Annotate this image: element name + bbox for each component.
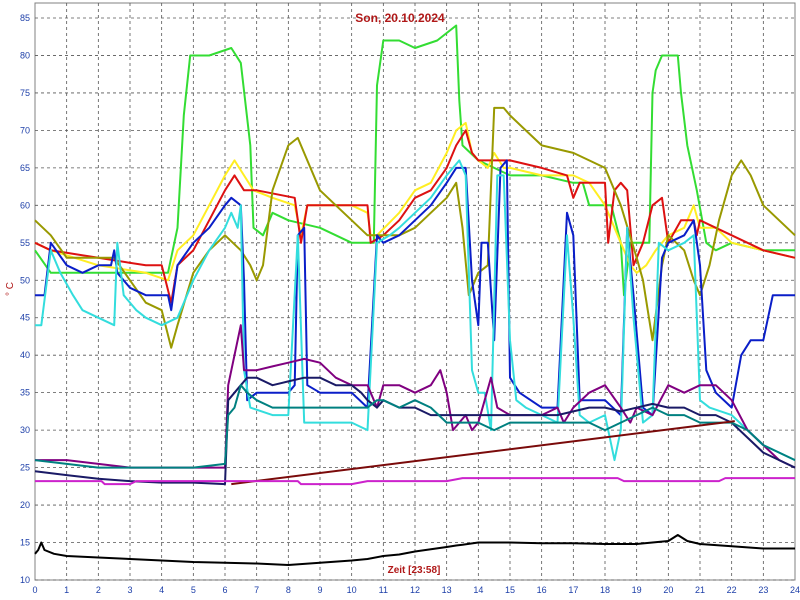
x-tick-label: 10 xyxy=(347,585,357,595)
x-tick-label: 4 xyxy=(159,585,164,595)
x-tick-labels: 0 1 2 3 4 5 6 7 8 9 10 11 12 13 14 15 16 17 18 19 20 21 22 23 24 xyxy=(32,585,800,595)
series-line-7 xyxy=(35,324,796,469)
x-tick-label: 2 xyxy=(96,585,101,595)
x-tick-label: 1 xyxy=(64,585,69,595)
series-line-3 xyxy=(34,129,796,304)
y-tick-label: 55 xyxy=(20,238,30,248)
x-tick-label: 19 xyxy=(632,585,642,595)
series-line-10 xyxy=(231,420,735,486)
y-tick-label: 45 xyxy=(20,313,30,323)
grid-lines xyxy=(35,3,795,581)
y-tick-label: 85 xyxy=(20,13,30,23)
series-line-5 xyxy=(35,159,795,417)
x-tick-label: 23 xyxy=(758,585,768,595)
x-tick-label: 17 xyxy=(568,585,578,595)
y-tick-label: 50 xyxy=(20,275,30,285)
x-tick-label: 24 xyxy=(790,585,800,595)
x-tick-label: 5 xyxy=(191,585,196,595)
x-tick-label: 14 xyxy=(473,585,483,595)
y-tick-labels: 10 15 20 25 30 35 40 45 50 55 60 65 70 75 80 85 xyxy=(20,13,30,585)
y-tick-label: 75 xyxy=(20,88,30,98)
y-tick-label: 80 xyxy=(20,50,30,60)
y-tick-label: 30 xyxy=(20,425,30,435)
y-axis-label: ° C xyxy=(5,282,16,296)
x-tick-label: 9 xyxy=(317,585,322,595)
x-tick-label: 7 xyxy=(254,585,259,595)
series-lines xyxy=(34,24,796,566)
y-tick-label: 35 xyxy=(20,388,30,398)
y-tick-label: 20 xyxy=(20,500,30,510)
chart-title: Son, 20.10.2024 xyxy=(355,11,445,25)
x-tick-label: 8 xyxy=(286,585,291,595)
series-line-2 xyxy=(34,121,796,282)
y-tick-label: 15 xyxy=(20,538,30,548)
x-tick-label: 15 xyxy=(505,585,515,595)
series-line-11 xyxy=(35,477,795,486)
series-line-8 xyxy=(34,376,796,486)
y-tick-label: 40 xyxy=(20,350,30,360)
x-tick-label: 21 xyxy=(695,585,705,595)
y-tick-label: 60 xyxy=(20,200,30,210)
x-tick-label: 11 xyxy=(379,585,388,595)
x-tick-label: 12 xyxy=(410,585,420,595)
x-tick-label: 6 xyxy=(222,585,227,595)
x-tick-label: 3 xyxy=(127,585,132,595)
x-tick-label: 16 xyxy=(537,585,547,595)
x-tick-label: 20 xyxy=(663,585,673,595)
series-line-6 xyxy=(35,159,796,462)
series-line-12 xyxy=(34,534,795,566)
x-tick-label: 13 xyxy=(442,585,452,595)
series-line-1 xyxy=(34,24,795,297)
x-axis-label: Zeit [23:58] xyxy=(388,565,441,576)
y-tick-label: 70 xyxy=(20,125,30,135)
y-tick-label: 10 xyxy=(20,575,30,585)
x-tick-label: 0 xyxy=(32,585,37,595)
series-line-9 xyxy=(34,384,796,469)
x-tick-label: 22 xyxy=(727,585,737,595)
x-tick-label: 18 xyxy=(600,585,610,595)
y-tick-label: 25 xyxy=(20,463,30,473)
y-tick-label: 65 xyxy=(20,163,30,173)
series-line-4 xyxy=(34,106,796,349)
